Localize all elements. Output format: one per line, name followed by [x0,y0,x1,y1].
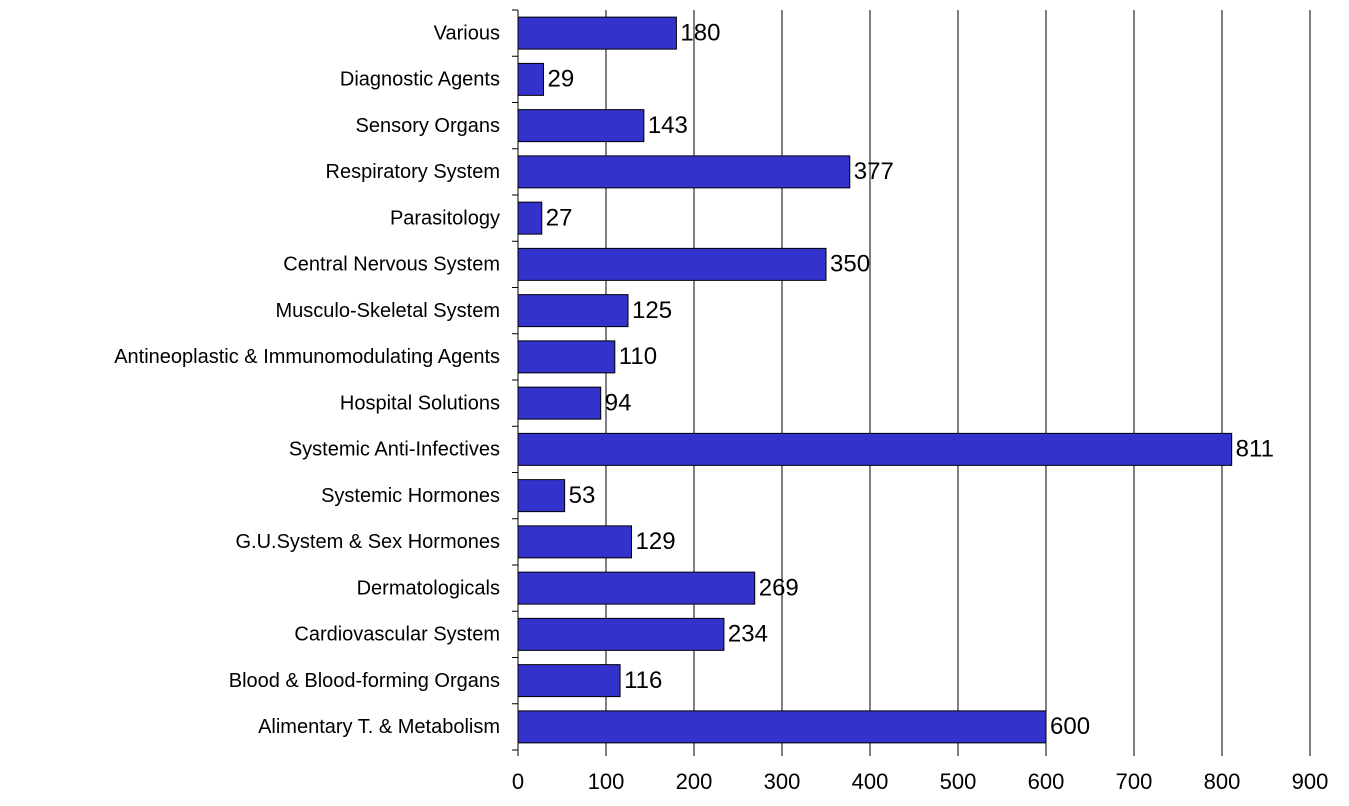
y-tick-label: Systemic Hormones [321,485,500,507]
value-label: 143 [648,112,688,139]
value-label: 180 [680,19,720,46]
bar [517,571,756,605]
value-label: 269 [759,574,799,601]
y-tick-label: Respiratory System [326,161,501,183]
bar [517,617,725,651]
bar [517,109,645,143]
bar [517,525,633,559]
bar [517,432,1233,466]
x-tick-label: 100 [588,769,625,794]
x-tick-label: 800 [1204,769,1241,794]
x-tick-label: 400 [852,769,889,794]
value-label: 27 [546,204,573,231]
value-label: 377 [854,158,894,185]
x-tick-label: 700 [1116,769,1153,794]
x-tick-label: 500 [940,769,977,794]
bar [517,16,677,50]
value-label: 110 [619,343,657,370]
x-tick-label: 200 [676,769,713,794]
bar [517,340,616,374]
value-label: 129 [636,528,676,555]
y-tick-label: Musculo-Skeletal System [275,300,500,322]
bar [517,479,566,513]
bar [517,155,851,189]
y-tick-label: Central Nervous System [283,254,500,276]
x-tick-label: 900 [1292,769,1329,794]
y-tick-label: Parasitology [390,207,500,229]
value-label: 811 [1236,436,1274,463]
value-label: 350 [830,251,870,278]
bar [517,664,621,698]
y-tick-label: Diagnostic Agents [340,69,500,91]
value-label: 125 [632,297,672,324]
value-label: 600 [1050,713,1090,740]
bar [517,386,602,420]
value-label: 53 [569,482,596,509]
value-label: 234 [728,621,768,648]
value-label: 94 [605,389,632,416]
x-tick-label: 300 [764,769,801,794]
value-label: 116 [624,667,662,694]
y-tick-label: Alimentary T. & Metabolism [258,716,500,738]
bar [517,62,545,96]
bar [517,201,543,235]
x-tick-label: 600 [1028,769,1065,794]
y-tick-label: Hospital Solutions [340,392,500,414]
bar [517,294,629,328]
x-tick-label: 0 [512,769,524,794]
y-tick-label: Systemic Anti-Infectives [289,439,500,461]
y-tick-label: Antineoplastic & Immunomodulating Agents [114,346,500,368]
y-tick-label: G.U.System & Sex Hormones [235,531,500,553]
bar [517,247,827,281]
y-tick-label: Various [434,22,500,44]
y-tick-label: Cardiovascular System [294,624,500,646]
y-tick-label: Dermatologicals [357,577,500,599]
value-label: 29 [548,66,575,93]
y-tick-label: Blood & Blood-forming Organs [229,670,500,692]
bar [517,710,1047,744]
y-tick-label: Sensory Organs [355,115,500,137]
